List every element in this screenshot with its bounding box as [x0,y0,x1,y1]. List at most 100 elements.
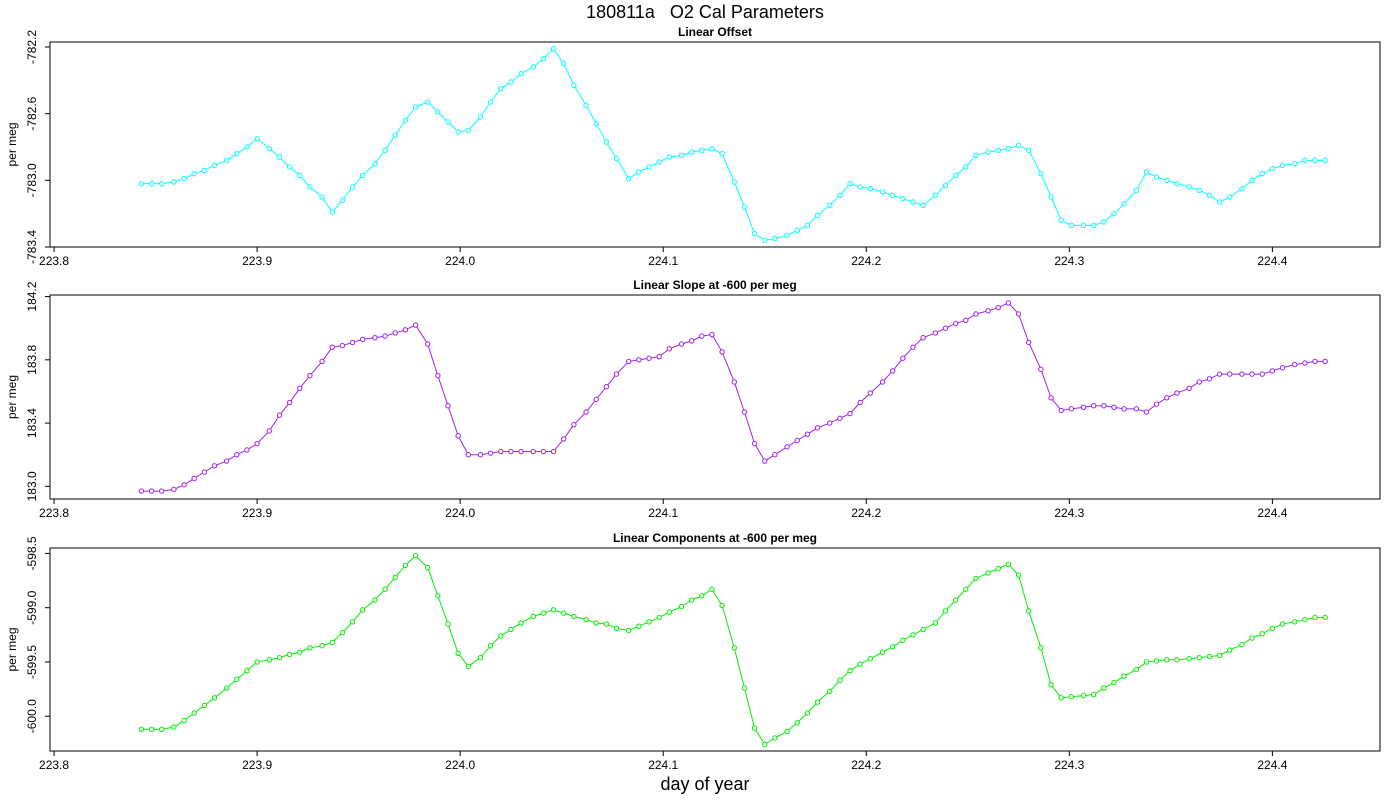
data-point [1279,621,1286,627]
x-tick-label: 223.9 [242,506,272,520]
data-point [963,164,969,170]
data-point [435,372,441,379]
data-point [382,333,388,339]
data-point [603,621,610,627]
x-tick-label: 224.1 [648,758,678,772]
data-point [339,629,346,636]
data-point [1015,311,1022,317]
data-point [867,656,874,662]
data-point [191,170,197,177]
data-point [1133,666,1140,673]
data-point [349,184,356,190]
data-point [138,488,145,494]
data-point [148,488,155,494]
data-point [985,149,991,155]
data-point [445,621,451,627]
data-point [942,182,949,189]
data-point [412,104,419,110]
data-point [889,368,896,374]
data-point [382,147,388,154]
data-point [995,304,1001,311]
x-tick-label: 224.3 [1054,254,1084,268]
data-point [307,184,313,190]
data-point [699,593,705,599]
data-point [1090,402,1097,409]
data-point [879,649,886,655]
data-point [1101,219,1107,225]
data-point [223,685,230,691]
data-point [455,433,461,439]
data-point [666,609,673,615]
data-point [329,209,335,215]
data-point [435,593,441,599]
data-point [1080,692,1087,699]
data-point [1164,177,1170,184]
data-point [804,431,811,437]
x-tick-label: 223.9 [242,758,272,772]
data-point [158,726,165,732]
data-point [646,164,652,170]
y-tick-label: -782.6 [25,96,39,130]
data-point [1302,157,1308,164]
data-point [402,117,409,124]
data-point [1312,614,1318,621]
data-point [465,452,471,458]
data-point [412,552,419,559]
data-point [952,320,959,327]
data-point [613,625,620,632]
data-point [762,237,768,244]
y-tick-label: -599.0 [25,590,39,624]
data-point [571,613,577,620]
data-point [372,597,378,603]
data-point [540,448,547,455]
data-point [487,643,494,649]
data-point [508,79,514,85]
data-point [1058,407,1064,414]
data-point [867,185,874,192]
data-point [751,440,758,447]
data-point [329,344,335,350]
data-point [1026,147,1032,154]
data-point [995,147,1001,154]
data-point [1153,174,1160,180]
data-point [266,428,272,434]
data-point [1005,145,1012,152]
data-point [603,384,610,390]
data-point [276,412,283,418]
x-axis-label: day of year [660,774,749,794]
data-point [646,619,652,625]
data-point [1111,679,1117,686]
data-point [626,175,632,182]
data-point [751,725,758,731]
data-point [201,167,208,174]
data-point [1239,641,1245,648]
data-point [973,152,979,159]
data-point [794,720,800,726]
data-point [571,421,577,428]
y-tick-label: -599.5 [25,645,39,679]
data-point [1121,406,1127,412]
data-point [477,654,484,661]
data-point [1101,685,1107,691]
data-point [498,448,504,455]
y-tick-label: 184.2 [25,281,39,311]
page-title: 180811a O2 Cal Parameters [586,2,824,22]
y-tick-label: 183.8 [25,344,39,374]
data-point [1302,360,1308,366]
data-point [1068,222,1075,229]
data-point [339,342,346,349]
data-point [985,570,991,576]
y-tick-label: -783.4 [25,230,39,264]
data-point [1048,682,1054,688]
data-point [973,311,979,317]
data-point [857,661,863,667]
data-point [402,327,409,333]
data-point [1058,217,1064,224]
data-point [847,410,853,417]
x-tick-label: 224.0 [445,506,475,520]
data-point [561,436,567,442]
x-tick-label: 224.0 [445,758,475,772]
data-point [465,663,471,670]
data-point [804,710,811,716]
data-point [1080,404,1087,410]
